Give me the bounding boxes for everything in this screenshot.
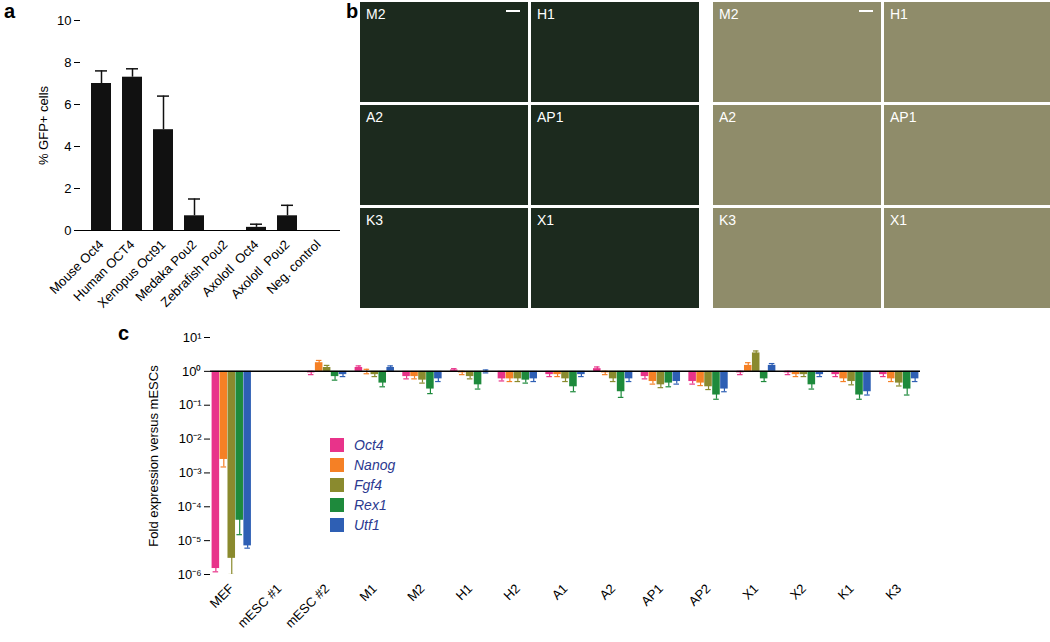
html-text:H1: H1 <box>537 6 555 22</box>
svg-text:A2: A2 <box>596 581 618 603</box>
html-text:K3: K3 <box>366 212 384 228</box>
html-text:Oct4: Oct4 <box>354 437 384 453</box>
html-text:M2: M2 <box>719 6 739 22</box>
svg-text:2: 2 <box>64 181 71 196</box>
svg-text:% GFP+ cells: % GFP+ cells <box>36 85 51 165</box>
html-text:A2: A2 <box>719 109 737 125</box>
svg-text:Mouse Oct4: Mouse Oct4 <box>46 236 107 297</box>
svg-text:H1: H1 <box>453 581 475 603</box>
svg-text:10⁻⁵: 10⁻⁵ <box>178 533 202 548</box>
svg-text:K3: K3 <box>882 581 904 603</box>
svg-text:X2: X2 <box>787 581 809 603</box>
html-text:Fgf4: Fgf4 <box>354 477 382 493</box>
html-text:b: b <box>346 0 359 22</box>
svg-text:10⁻²: 10⁻² <box>179 431 202 446</box>
svg-text:MEF: MEF <box>207 581 237 611</box>
html-text:a: a <box>4 0 16 22</box>
svg-text:M2: M2 <box>404 581 427 604</box>
svg-text:10⁻¹: 10⁻¹ <box>179 397 202 412</box>
svg-text:10¹: 10¹ <box>183 330 202 345</box>
svg-text:K1: K1 <box>835 581 857 603</box>
html-text:H1: H1 <box>890 6 908 22</box>
svg-text:mESC #1: mESC #1 <box>235 581 285 631</box>
html-text:A2: A2 <box>366 109 384 125</box>
html-text:X1: X1 <box>537 212 555 228</box>
svg-text:A1: A1 <box>549 581 571 603</box>
html-text:X1: X1 <box>890 212 908 228</box>
html-text:AP1: AP1 <box>890 109 917 125</box>
svg-text:Axolotl Pou2: Axolotl Pou2 <box>227 236 293 302</box>
svg-text:10⁻³: 10⁻³ <box>179 465 202 480</box>
html-text:M2: M2 <box>366 6 386 22</box>
html-text:Nanog: Nanog <box>354 457 396 473</box>
svg-text:Neg. control: Neg. control <box>263 237 323 297</box>
svg-text:10⁰: 10⁰ <box>182 364 201 379</box>
html-text:Utf1: Utf1 <box>354 517 380 533</box>
svg-text:Zebrafish Pou2: Zebrafish Pou2 <box>157 236 231 310</box>
html-text:AP1: AP1 <box>537 109 564 125</box>
html-text:Rex1: Rex1 <box>354 497 387 513</box>
svg-text:X1: X1 <box>739 581 761 603</box>
svg-text:H2: H2 <box>501 581 523 603</box>
svg-text:AP1: AP1 <box>638 581 666 609</box>
svg-text:4: 4 <box>64 139 71 154</box>
svg-text:M1: M1 <box>356 581 379 604</box>
html-text:c: c <box>118 322 130 344</box>
svg-text:Medaka Pou2: Medaka Pou2 <box>132 236 200 305</box>
svg-text:Human OCT4: Human OCT4 <box>70 236 138 305</box>
svg-text:10⁻⁴: 10⁻⁴ <box>177 499 201 514</box>
svg-text:6: 6 <box>64 97 71 112</box>
svg-text:mESC #2: mESC #2 <box>282 581 332 631</box>
svg-text:Fold expression versus mESCs: Fold expression versus mESCs <box>146 365 161 547</box>
svg-text:AP2: AP2 <box>686 581 714 609</box>
svg-text:Axolotl Oct4: Axolotl Oct4 <box>198 236 262 300</box>
html-text:K3: K3 <box>719 212 737 228</box>
svg-text:8: 8 <box>64 55 71 70</box>
svg-text:10⁻⁶: 10⁻⁶ <box>178 567 202 582</box>
svg-text:0: 0 <box>64 223 71 238</box>
svg-text:10: 10 <box>57 13 71 28</box>
svg-text:Xenopus Oct91: Xenopus Oct91 <box>94 236 169 311</box>
